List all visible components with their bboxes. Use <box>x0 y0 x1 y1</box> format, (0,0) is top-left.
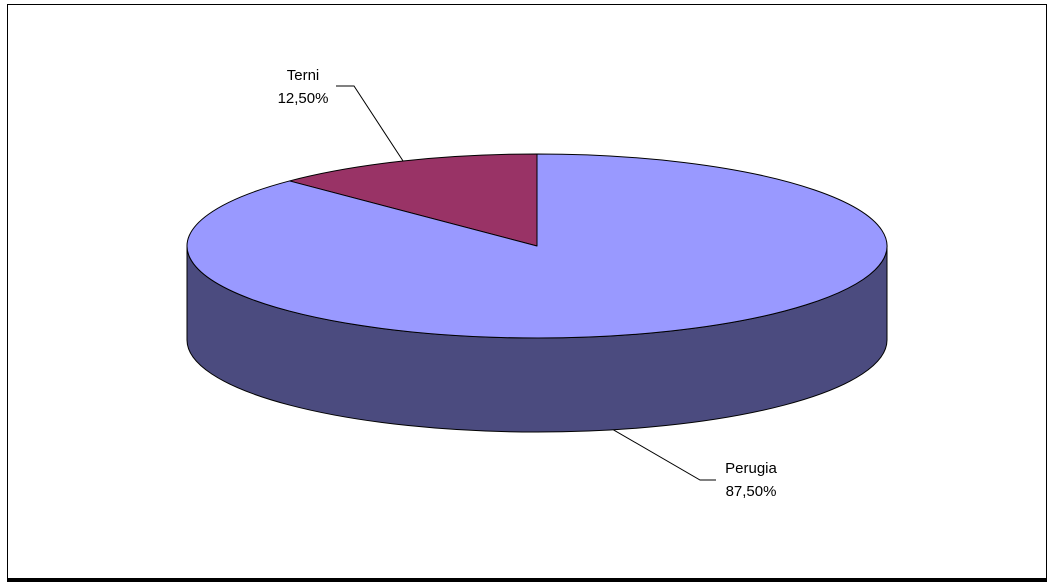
chart-border <box>7 4 1047 579</box>
pie-slices <box>186 153 888 339</box>
slice-label-perugia-percent: 87,50% <box>726 483 777 500</box>
leader-line-perugia <box>613 429 716 481</box>
leader-lines <box>336 85 716 481</box>
pie-slice-perugia <box>186 153 888 339</box>
slice-label-terni-name: Terni <box>287 67 320 84</box>
slice-labels: Terni 12,50% Perugia 87,50% <box>278 67 778 500</box>
slice-label-terni-percent: 12,50% <box>278 90 329 107</box>
leader-line-terni <box>336 85 404 162</box>
slice-label-perugia-name: Perugia <box>725 460 777 477</box>
pie-slice-terni <box>289 153 538 247</box>
